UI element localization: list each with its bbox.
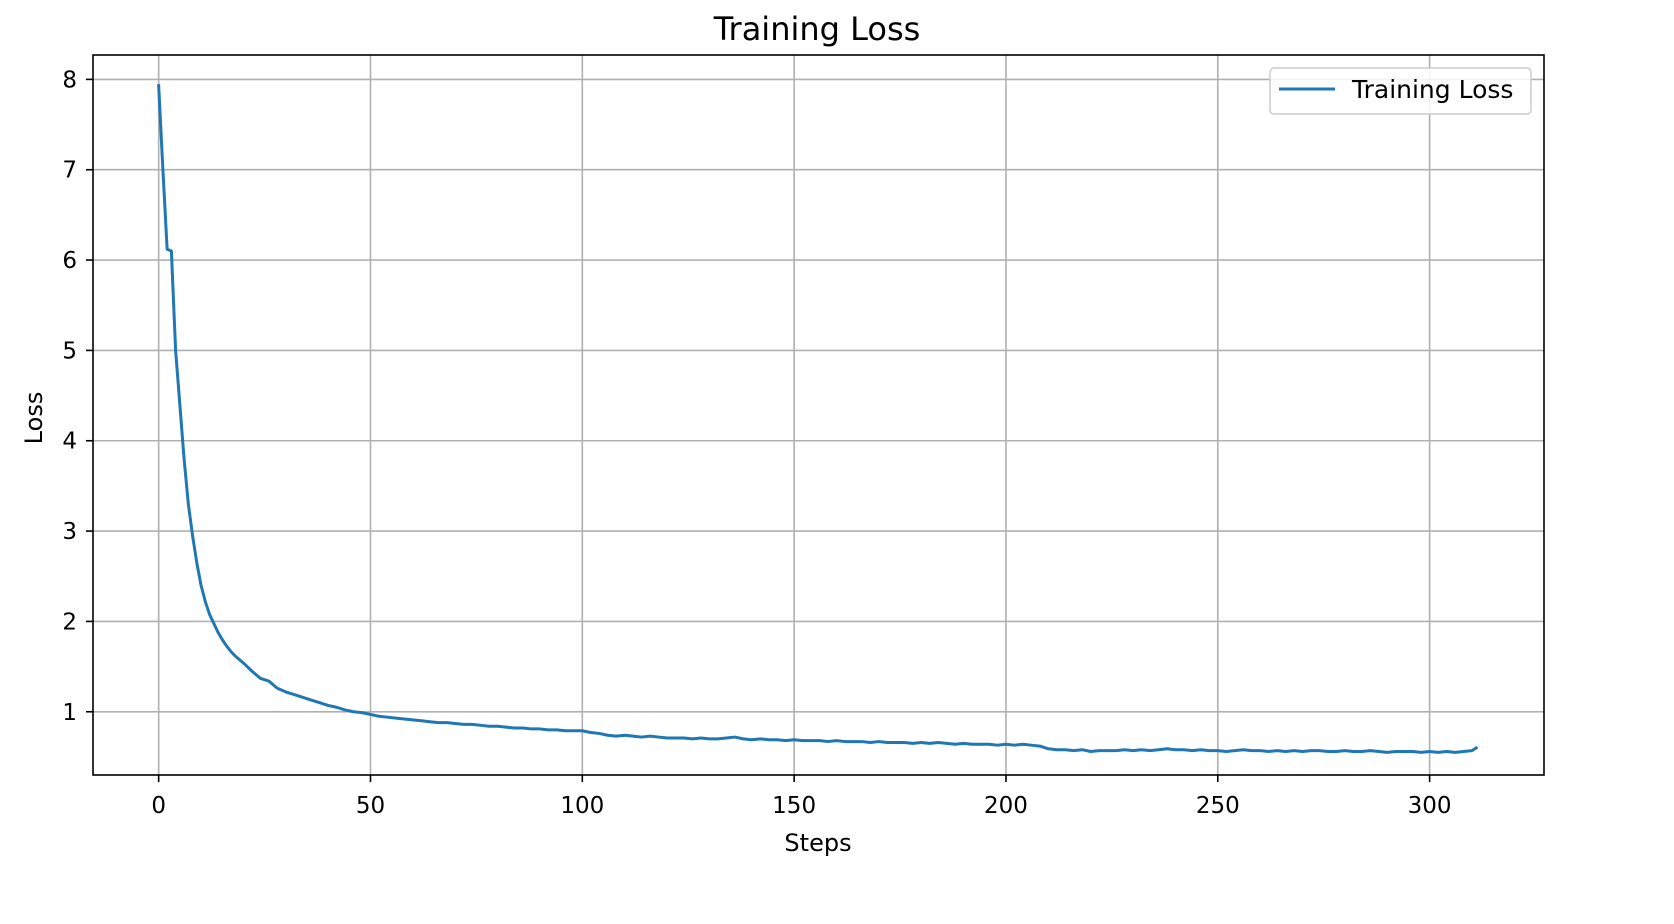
- legend-box: [1269, 67, 1532, 115]
- x-axis-label: Steps: [784, 829, 851, 857]
- x-tick-label: 250: [1196, 793, 1240, 819]
- y-tick-label: 7: [62, 158, 77, 184]
- y-tick-label: 4: [62, 429, 77, 455]
- x-tick-label: 200: [984, 793, 1028, 819]
- y-tick-label: 1: [62, 700, 77, 726]
- legend-entry-label: Training Loss: [1351, 75, 1513, 104]
- plot-area-frame: [92, 54, 1545, 776]
- y-tick-label: 8: [62, 67, 77, 93]
- legend: Training Loss: [1269, 67, 1532, 115]
- training-loss-line: [157, 84, 1479, 754]
- chart-title: Training Loss: [713, 10, 921, 48]
- y-tick-label: 3: [62, 519, 77, 545]
- grid-layer: [93, 55, 1544, 775]
- y-tick-label: 6: [62, 248, 77, 274]
- y-tick-label: 2: [62, 609, 77, 635]
- tick-layer: 0 50 100 150 200 250 300 1 2 3 4 5 6 7 8: [62, 67, 1451, 819]
- x-tick-label: 300: [1408, 793, 1452, 819]
- y-axis-label: Loss: [20, 392, 48, 445]
- series-layer: [157, 84, 1479, 754]
- x-tick-label: 50: [356, 793, 385, 819]
- x-tick-label: 0: [151, 793, 166, 819]
- x-tick-label: 150: [772, 793, 816, 819]
- x-tick-label: 100: [560, 793, 604, 819]
- y-tick-label: 5: [62, 338, 77, 364]
